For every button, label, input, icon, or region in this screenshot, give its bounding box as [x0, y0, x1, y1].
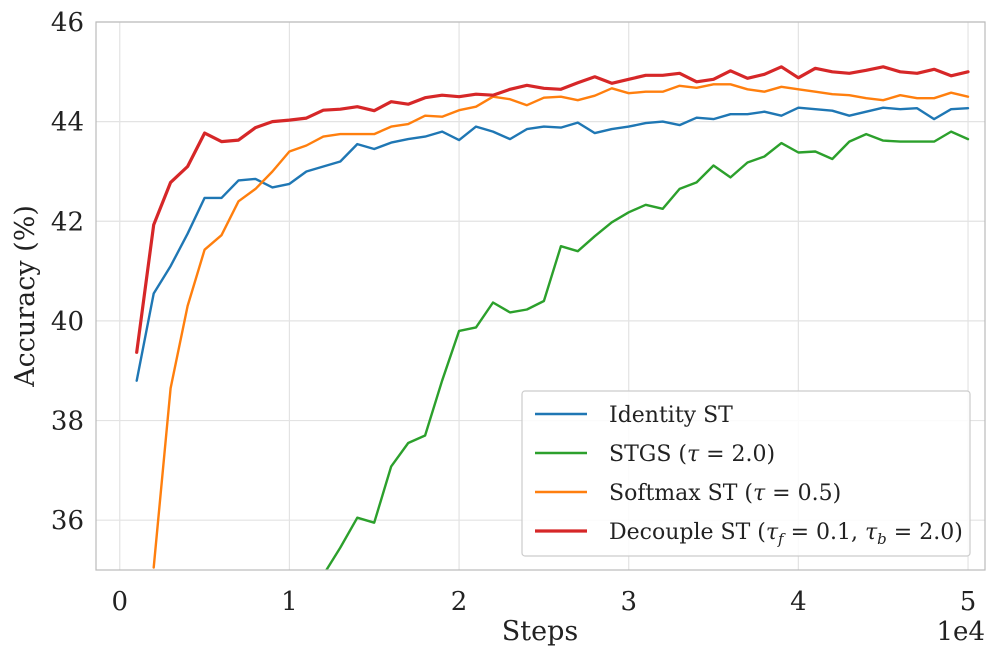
- x-tick-label: 3: [620, 587, 637, 617]
- legend-label-2: STGS (τ = 2.0): [609, 442, 775, 467]
- y-axis-label: Accuracy (%): [10, 205, 41, 388]
- y-tick-label: 36: [51, 506, 84, 536]
- tick-labels: 0 1 2 3 4 5 36 38 40 42 44 46: [51, 8, 976, 617]
- x-axis-label: Steps: [502, 616, 578, 647]
- series-line-2: [324, 130, 970, 570]
- y-tick-label: 38: [51, 407, 84, 437]
- x-tick-label: 2: [451, 587, 468, 617]
- x-tick-label: 5: [960, 587, 977, 617]
- x-tick-label: 0: [111, 587, 128, 617]
- y-tick-label: 46: [51, 8, 84, 38]
- y-tick-label: 40: [51, 307, 84, 337]
- legend-label-1: Identity ST: [609, 403, 733, 428]
- y-tick-label: 44: [51, 108, 84, 138]
- y-tick-label: 42: [51, 207, 84, 237]
- legend-label-3: Softmax ST (τ = 0.5): [609, 481, 841, 506]
- x-tick-label: 4: [790, 587, 807, 617]
- series-line-1: [135, 106, 970, 382]
- legend-box: [521, 390, 971, 557]
- x-axis-multiplier: 1e4: [937, 617, 985, 647]
- series-line-4: [135, 65, 970, 354]
- series-lines: [135, 65, 970, 570]
- legend-label-4: Decouple ST (τf = 0.1, τb = 2.0): [609, 520, 963, 548]
- plot-frame: [95, 21, 986, 571]
- series-line-3: [152, 83, 970, 569]
- x-tick-label: 1: [281, 587, 298, 617]
- legend: Identity ST STGS (τ = 2.0) Softmax ST (τ =…: [521, 390, 971, 557]
